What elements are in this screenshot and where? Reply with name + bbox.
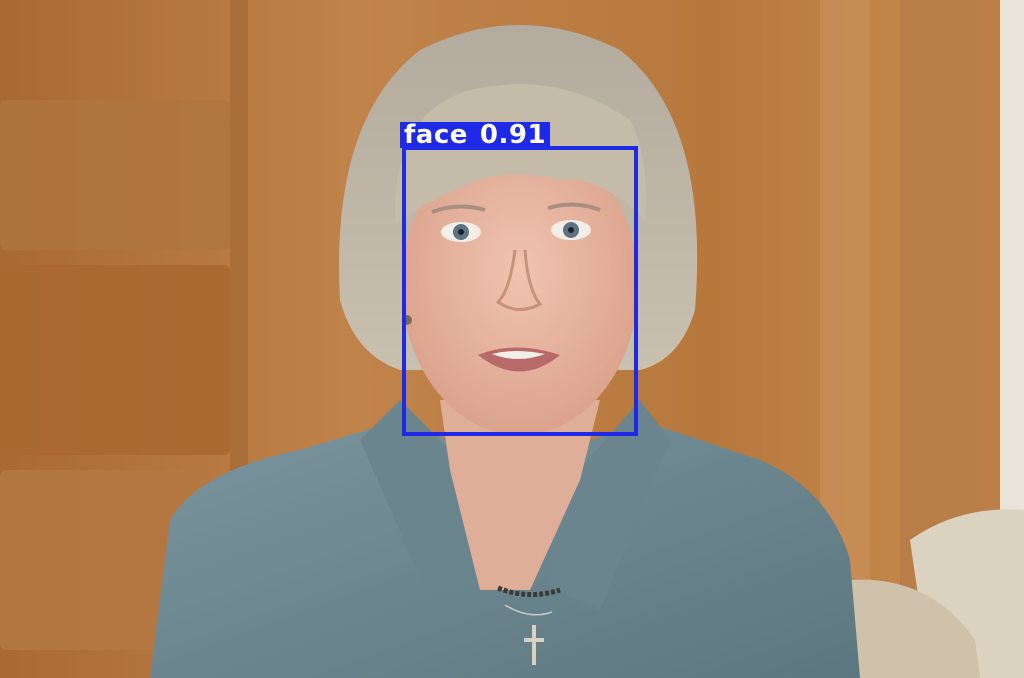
face-detection-box: [402, 146, 638, 436]
face: [402, 135, 638, 435]
detection-class-name: face: [404, 120, 468, 150]
face-detection-label: face 0.91: [400, 120, 551, 150]
detection-confidence: 0.91: [479, 120, 547, 150]
